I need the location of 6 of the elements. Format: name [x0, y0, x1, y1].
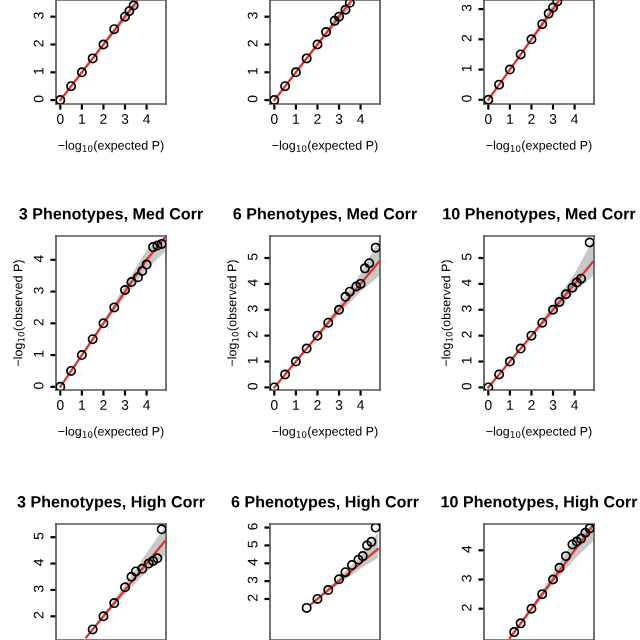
chart-title: 6 Phenotypes, High Corr — [231, 495, 419, 511]
chart-title: 10 Phenotypes, High Corr — [441, 495, 638, 511]
chart-title: 10 Phenotypes, Med Corr — [443, 207, 636, 223]
chart-title: 3 Phenotypes, Med Corr — [19, 207, 203, 223]
chart-title: 6 Phenotypes, Med Corr — [233, 207, 417, 223]
chart-title: 3 Phenotypes, High Corr — [17, 495, 205, 511]
